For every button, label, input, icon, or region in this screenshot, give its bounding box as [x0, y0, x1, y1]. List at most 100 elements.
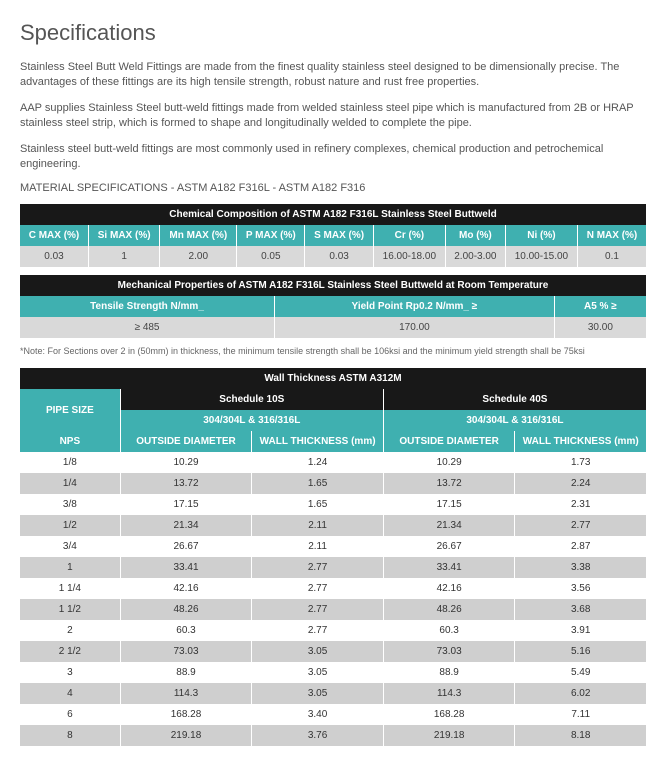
chem-v1: 1 — [88, 246, 159, 267]
wall-cell-wt1: 1.65 — [252, 494, 384, 515]
wall-pipesize: PIPE SIZE — [20, 389, 120, 431]
wall-nps: NPS — [20, 431, 120, 452]
wall-cell-od1: 73.03 — [120, 641, 252, 662]
table-row: 2 1/273.033.0573.035.16 — [20, 641, 647, 662]
wall-cell-nps: 6 — [20, 704, 120, 725]
wall-cell-wt2: 1.73 — [515, 452, 647, 473]
table-row: 388.93.0588.95.49 — [20, 662, 647, 683]
wall-cell-od1: 10.29 — [120, 452, 252, 473]
wall-cell-od2: 33.41 — [383, 557, 515, 578]
chem-v2: 2.00 — [160, 246, 237, 267]
wall-cell-wt2: 2.24 — [515, 473, 647, 494]
wall-cell-wt1: 3.76 — [252, 725, 384, 746]
wall-cell-wt1: 2.77 — [252, 599, 384, 620]
wall-thickness-table: Wall Thickness ASTM A312M PIPE SIZE Sche… — [20, 368, 647, 746]
table-row: 260.32.7760.33.91 — [20, 620, 647, 641]
table-row: 1/413.721.6513.722.24 — [20, 473, 647, 494]
wall-cell-od2: 60.3 — [383, 620, 515, 641]
table-row: 1/810.291.2410.291.73 — [20, 452, 647, 473]
wall-wt-1: WALL THICKNESS (mm) — [252, 431, 384, 452]
wall-grade-2: 304/304L & 316/316L — [383, 410, 646, 431]
chem-h0: C MAX (%) — [20, 225, 88, 246]
wall-cell-wt1: 2.11 — [252, 536, 384, 557]
chem-h3: P MAX (%) — [237, 225, 305, 246]
wall-cell-wt2: 3.68 — [515, 599, 647, 620]
wall-sched40: Schedule 40S — [383, 389, 646, 410]
wall-cell-nps: 1/8 — [20, 452, 120, 473]
mech-h2: A5 % ≥ — [554, 296, 646, 317]
wall-cell-wt2: 5.49 — [515, 662, 647, 683]
wall-cell-od2: 114.3 — [383, 683, 515, 704]
wall-cell-wt1: 2.11 — [252, 515, 384, 536]
table-row: 8219.183.76219.188.18 — [20, 725, 647, 746]
wall-cell-od1: 33.41 — [120, 557, 252, 578]
wall-cell-wt2: 5.16 — [515, 641, 647, 662]
wall-cell-nps: 2 — [20, 620, 120, 641]
wall-cell-od1: 48.26 — [120, 599, 252, 620]
wall-sched10: Schedule 10S — [120, 389, 383, 410]
wall-cell-wt1: 3.40 — [252, 704, 384, 725]
chem-h1: Si MAX (%) — [88, 225, 159, 246]
table-row: 1 1/248.262.7748.263.68 — [20, 599, 647, 620]
table-row: 1/221.342.1121.342.77 — [20, 515, 647, 536]
table-row: 4114.33.05114.36.02 — [20, 683, 647, 704]
wall-cell-od2: 42.16 — [383, 578, 515, 599]
mech-h1: Yield Point Rp0.2 N/mm_ ≥ — [275, 296, 555, 317]
wall-cell-od1: 88.9 — [120, 662, 252, 683]
wall-cell-od1: 168.28 — [120, 704, 252, 725]
table-row: 3/426.672.1126.672.87 — [20, 536, 647, 557]
wall-cell-nps: 3/8 — [20, 494, 120, 515]
wall-cell-wt2: 6.02 — [515, 683, 647, 704]
wall-cell-nps: 1/4 — [20, 473, 120, 494]
wall-cell-od2: 168.28 — [383, 704, 515, 725]
chem-h8: N MAX (%) — [577, 225, 646, 246]
wall-cell-nps: 3 — [20, 662, 120, 683]
wall-cell-nps: 2 1/2 — [20, 641, 120, 662]
wall-cell-wt1: 2.77 — [252, 557, 384, 578]
mechanical-properties-table: Mechanical Properties of ASTM A182 F316L… — [20, 275, 647, 338]
chem-title: Chemical Composition of ASTM A182 F316L … — [20, 204, 647, 225]
wall-cell-od2: 13.72 — [383, 473, 515, 494]
wall-cell-nps: 1 1/2 — [20, 599, 120, 620]
wall-cell-wt1: 3.05 — [252, 662, 384, 683]
wall-cell-nps: 8 — [20, 725, 120, 746]
wall-cell-od1: 17.15 — [120, 494, 252, 515]
table-row: 6168.283.40168.287.11 — [20, 704, 647, 725]
chem-v4: 0.03 — [305, 246, 373, 267]
wall-cell-od1: 114.3 — [120, 683, 252, 704]
wall-cell-wt2: 7.11 — [515, 704, 647, 725]
chem-h7: Ni (%) — [505, 225, 577, 246]
wall-cell-od2: 219.18 — [383, 725, 515, 746]
wall-cell-nps: 1/2 — [20, 515, 120, 536]
material-spec-line: MATERIAL SPECIFICATIONS - ASTM A182 F316… — [20, 182, 647, 194]
wall-cell-od2: 88.9 — [383, 662, 515, 683]
wall-wt-2: WALL THICKNESS (mm) — [515, 431, 647, 452]
footnote: *Note: For Sections over 2 in (50mm) in … — [20, 346, 647, 356]
table-row: 133.412.7733.413.38 — [20, 557, 647, 578]
wall-cell-wt1: 2.77 — [252, 578, 384, 599]
wall-cell-od2: 26.67 — [383, 536, 515, 557]
chem-v5: 16.00-18.00 — [373, 246, 445, 267]
wall-cell-wt2: 3.91 — [515, 620, 647, 641]
wall-cell-wt1: 1.65 — [252, 473, 384, 494]
wall-cell-od2: 48.26 — [383, 599, 515, 620]
mech-h0: Tensile Strength N/mm_ — [20, 296, 275, 317]
wall-cell-wt2: 2.31 — [515, 494, 647, 515]
chem-h2: Mn MAX (%) — [160, 225, 237, 246]
wall-cell-od1: 42.16 — [120, 578, 252, 599]
wall-cell-wt2: 3.56 — [515, 578, 647, 599]
wall-cell-od2: 73.03 — [383, 641, 515, 662]
chemical-composition-table: Chemical Composition of ASTM A182 F316L … — [20, 204, 647, 267]
wall-od-1: OUTSIDE DIAMETER — [120, 431, 252, 452]
wall-cell-od2: 17.15 — [383, 494, 515, 515]
wall-cell-wt2: 8.18 — [515, 725, 647, 746]
intro-para-3: Stainless steel butt-weld fittings are m… — [20, 142, 647, 173]
mech-v2: 30.00 — [554, 317, 646, 338]
wall-cell-wt1: 1.24 — [252, 452, 384, 473]
chem-v8: 0.1 — [577, 246, 646, 267]
chem-v3: 0.05 — [237, 246, 305, 267]
wall-od-2: OUTSIDE DIAMETER — [383, 431, 515, 452]
mech-v1: 170.00 — [275, 317, 555, 338]
wall-cell-wt2: 2.77 — [515, 515, 647, 536]
wall-title: Wall Thickness ASTM A312M — [20, 368, 647, 389]
